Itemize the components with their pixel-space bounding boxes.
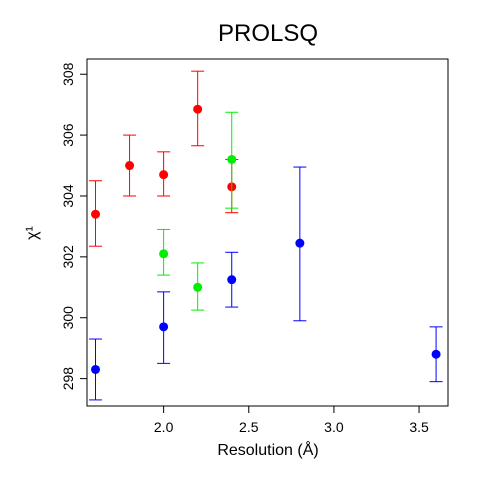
x-axis-label: Resolution (Å)	[217, 440, 318, 459]
data-point	[193, 282, 203, 292]
data-point	[159, 249, 169, 259]
y-tick-label: 302	[60, 245, 76, 269]
y-tick-label: 298	[60, 367, 76, 391]
plot-frame	[86, 58, 449, 407]
y-axis-label: χ¹	[24, 226, 41, 240]
y-tick-label: 304	[60, 184, 76, 208]
y-tick-label: 300	[60, 306, 76, 330]
y-axis: 298 300 302 304 306 308	[60, 62, 88, 391]
y-tick-label: 308	[60, 62, 76, 86]
series-1	[89, 70, 239, 247]
x-tick-label: 3.5	[409, 419, 429, 435]
y-tick-label: 306	[60, 123, 76, 147]
data-point	[431, 349, 441, 359]
x-axis: 2.0 2.5 3.0 3.5	[154, 405, 429, 435]
data-point	[159, 170, 169, 180]
series-3	[89, 166, 443, 401]
x-tick-label: 2.5	[239, 419, 259, 435]
x-tick-label: 2.0	[154, 419, 174, 435]
data-point	[295, 238, 305, 248]
x-tick-label: 3.0	[324, 419, 344, 435]
data-marks	[89, 70, 443, 401]
data-point	[227, 154, 237, 164]
data-point	[91, 364, 101, 374]
data-point	[159, 322, 169, 332]
data-point	[125, 161, 135, 171]
data-point	[193, 104, 203, 114]
series-2	[157, 111, 239, 311]
data-point	[91, 209, 101, 219]
data-point	[227, 275, 237, 285]
chart-title: PROLSQ	[218, 20, 318, 47]
